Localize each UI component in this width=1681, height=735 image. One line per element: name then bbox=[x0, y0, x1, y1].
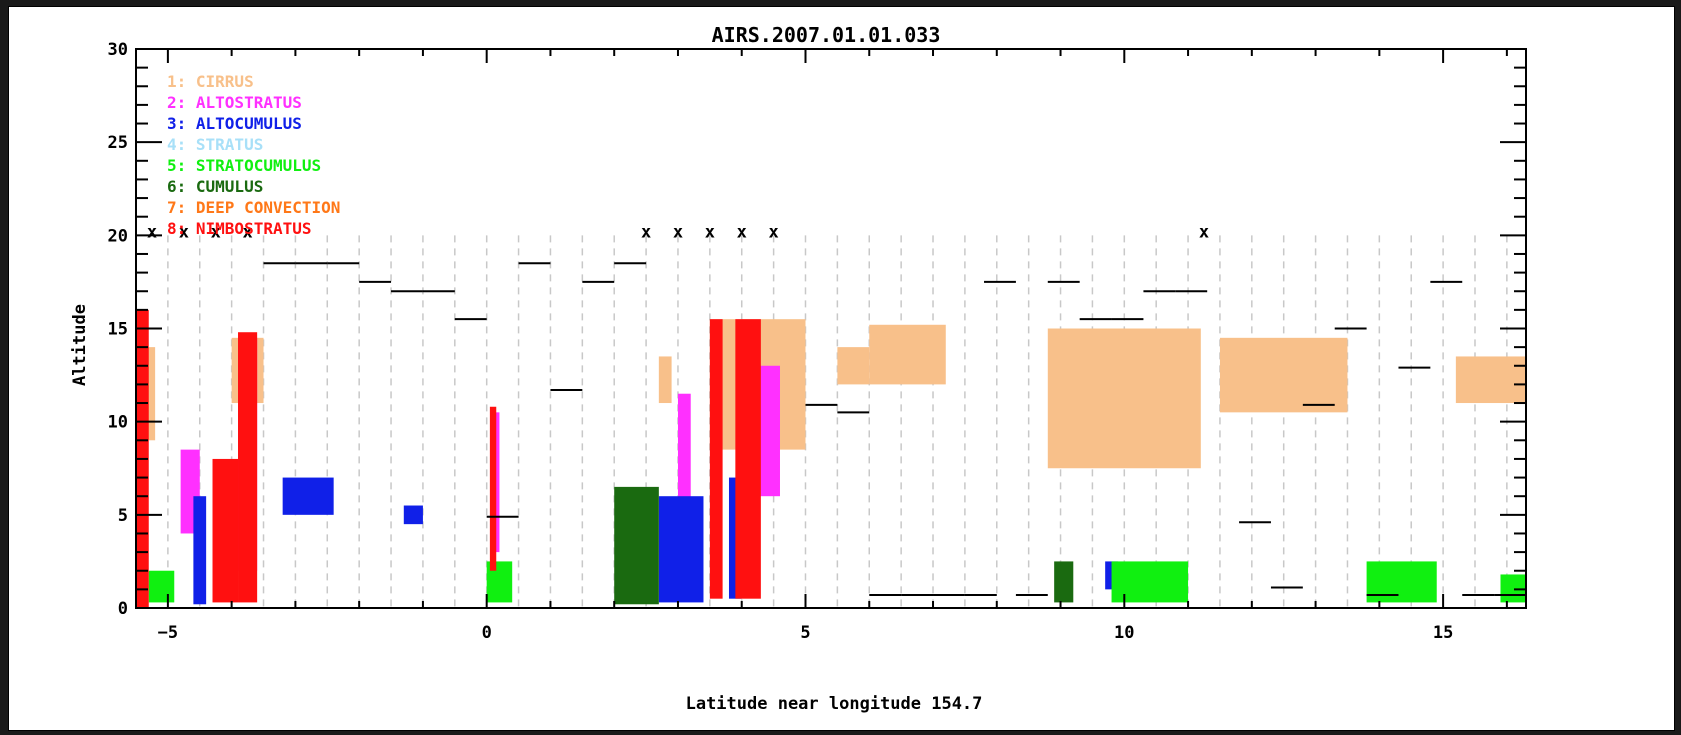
cloud-region-class-8 bbox=[489, 406, 497, 571]
footprint-grid bbox=[167, 235, 1508, 608]
x-tick-label: 10 bbox=[1114, 623, 1134, 643]
cloud-region-class-5 bbox=[1366, 561, 1437, 603]
cloud-region-class-1 bbox=[658, 356, 672, 404]
x-marker: x bbox=[641, 223, 651, 243]
cloud-classification-chart: AIRS.2007.01.01.033 Latitude near longit… bbox=[70, 23, 1527, 714]
cloud-region-class-1 bbox=[837, 347, 870, 385]
cloud-region-class-8 bbox=[709, 319, 723, 599]
x-marker: x bbox=[705, 223, 715, 243]
x-marker: x bbox=[673, 223, 683, 243]
x-marker: x bbox=[242, 223, 252, 243]
cloud-regions bbox=[136, 309, 1526, 608]
cloud-region-class-6 bbox=[1054, 561, 1074, 603]
cloud-region-class-3 bbox=[403, 505, 423, 525]
cloud-region-class-8 bbox=[735, 319, 761, 599]
plot-panel: AIRS.2007.01.01.033 Latitude near longit… bbox=[8, 6, 1675, 731]
legend-entry: 2: ALTOSTRATUS bbox=[167, 93, 302, 112]
cloud-region-class-8 bbox=[238, 332, 258, 603]
cloud-region-class-6 bbox=[614, 486, 659, 605]
legend-entry: 4: STRATUS bbox=[167, 135, 263, 154]
cloud-region-class-1 bbox=[869, 324, 946, 385]
cloud-region-class-8 bbox=[212, 458, 239, 603]
x-marker: x bbox=[179, 223, 189, 243]
x-marker: x bbox=[768, 223, 778, 243]
axis-ticks: −5 0 5 10 15 0 5 10 15 20 25 30 bbox=[108, 40, 1526, 643]
x-marker: x bbox=[1199, 223, 1209, 243]
cloud-region-class-5 bbox=[1111, 561, 1189, 603]
chart-title: AIRS.2007.01.01.033 bbox=[712, 23, 941, 47]
cloud-region-class-5 bbox=[148, 570, 175, 603]
y-tick-label: 20 bbox=[108, 226, 128, 246]
cloud-top-segments bbox=[263, 262, 1526, 596]
legend-entry: 1: CIRRUS bbox=[167, 72, 254, 91]
x-marker: x bbox=[737, 223, 747, 243]
legend: 1: CIRRUS 2: ALTOSTRATUS 3: ALTOCUMULUS 4: … bbox=[167, 72, 340, 238]
legend-entry: 5: STRATOCUMULUS bbox=[167, 156, 321, 175]
y-tick-label: 25 bbox=[108, 133, 128, 153]
cloud-region-class-3 bbox=[282, 477, 334, 515]
legend-entry: 6: CUMULUS bbox=[167, 177, 263, 196]
x-axis-label: Latitude near longitude 154.7 bbox=[686, 694, 983, 714]
y-tick-label: 15 bbox=[108, 320, 128, 340]
legend-entry: 7: DEEP CONVECTION bbox=[167, 198, 340, 217]
y-tick-label: 0 bbox=[118, 599, 128, 619]
y-axis-label: Altitude bbox=[70, 304, 90, 386]
legend-entry: 8: NIMBOSTRATUS bbox=[167, 219, 312, 238]
y-tick-label: 5 bbox=[118, 506, 128, 526]
legend-entry: 3: ALTOCUMULUS bbox=[167, 114, 302, 133]
cloud-region-class-1 bbox=[1047, 328, 1201, 469]
cloud-region-class-1 bbox=[1219, 337, 1348, 413]
cloud-region-class-3 bbox=[658, 496, 704, 603]
cloud-region-class-1 bbox=[1455, 356, 1526, 404]
plot-area-border bbox=[135, 48, 1527, 609]
x-tick-label: 15 bbox=[1433, 623, 1453, 643]
cloud-region-class-3 bbox=[193, 496, 207, 605]
y-tick-label: 10 bbox=[108, 413, 128, 433]
y-tick-label: 30 bbox=[108, 40, 128, 60]
x-tick-label: −5 bbox=[158, 623, 178, 643]
x-marker: x bbox=[147, 223, 157, 243]
x-tick-label: 5 bbox=[800, 623, 810, 643]
x-tick-label: 0 bbox=[482, 623, 492, 643]
x-marker: x bbox=[211, 223, 221, 243]
